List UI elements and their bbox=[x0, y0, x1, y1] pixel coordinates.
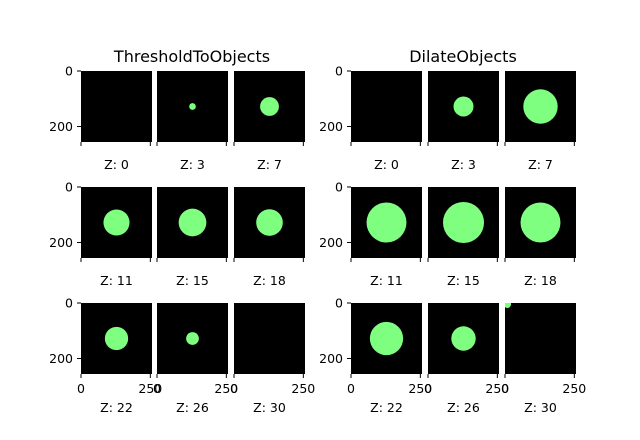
frame-caption: Z: 26 bbox=[176, 400, 209, 415]
y-tick-label: 200 bbox=[49, 119, 73, 134]
x-tick-label: 0 bbox=[347, 381, 355, 396]
y-tick-label: 200 bbox=[319, 119, 343, 134]
image-frame: 0 250 Z: 30 bbox=[230, 303, 315, 415]
y-tick-label: 200 bbox=[319, 235, 343, 250]
frame-caption: Z: 3 bbox=[451, 157, 476, 172]
x-tick-label: 0 bbox=[501, 381, 509, 396]
y-tick-label: 0 bbox=[65, 296, 73, 311]
object-blob bbox=[453, 96, 474, 117]
object-layer bbox=[260, 97, 279, 116]
object-blob bbox=[523, 89, 558, 124]
object-blob bbox=[104, 326, 129, 351]
frame-caption: Z: 15 bbox=[176, 273, 209, 288]
image-frame: 0 200 Z: 11 bbox=[49, 180, 152, 288]
panel-title-dilate: DilateObjects bbox=[409, 47, 517, 66]
object-layer bbox=[451, 326, 476, 351]
frame-caption: Z: 18 bbox=[253, 273, 286, 288]
image-frame: Z: 3 bbox=[156, 71, 228, 172]
y-tick-label: 0 bbox=[65, 64, 73, 79]
object-blob bbox=[260, 97, 279, 116]
x-tick-label: 0 bbox=[230, 381, 238, 396]
image-background bbox=[81, 71, 152, 142]
y-tick-label: 0 bbox=[335, 64, 343, 79]
y-tick-label: 200 bbox=[49, 235, 73, 250]
image-frame: Z: 3 bbox=[427, 71, 499, 172]
frame-caption: Z: 15 bbox=[447, 273, 480, 288]
frame-caption: Z: 22 bbox=[100, 400, 133, 415]
frame-caption: Z: 7 bbox=[528, 157, 553, 172]
image-frame: 0 250 Z: 30 bbox=[501, 303, 586, 415]
x-tick-label: 250 bbox=[562, 381, 586, 396]
image-frame: 0 200 Z: 0 bbox=[319, 64, 422, 172]
object-layer bbox=[442, 201, 485, 244]
frame-caption: Z: 11 bbox=[370, 273, 403, 288]
x-tick-label: 0 bbox=[77, 381, 85, 396]
y-tick-label: 0 bbox=[335, 180, 343, 195]
frame-caption: Z: 30 bbox=[524, 400, 557, 415]
frame-caption: Z: 18 bbox=[524, 273, 557, 288]
object-layer bbox=[369, 321, 404, 356]
object-blob bbox=[178, 208, 207, 237]
object-layer bbox=[505, 303, 512, 308]
y-tick-label: 0 bbox=[65, 180, 73, 195]
x-tick-label: 250 bbox=[408, 381, 432, 396]
image-frame: 0 200 Z: 0 bbox=[49, 64, 152, 172]
frame-caption: Z: 7 bbox=[257, 157, 282, 172]
x-tick-label: 250 bbox=[291, 381, 315, 396]
object-blob bbox=[369, 321, 404, 356]
object-layer bbox=[189, 103, 196, 110]
object-blob bbox=[103, 209, 130, 236]
panel-title-threshold: ThresholdToObjects bbox=[113, 47, 270, 66]
object-layer bbox=[523, 89, 558, 124]
y-tick-label: 0 bbox=[335, 296, 343, 311]
object-layer bbox=[186, 332, 199, 345]
object-blob bbox=[189, 103, 196, 110]
object-blob bbox=[520, 202, 561, 243]
frame-caption: Z: 26 bbox=[447, 400, 480, 415]
frame-caption: Z: 3 bbox=[180, 157, 205, 172]
object-layer bbox=[178, 208, 207, 237]
frame-caption: Z: 30 bbox=[253, 400, 286, 415]
image-frame: Z: 18 bbox=[504, 187, 576, 288]
x-tick-label: 250 bbox=[138, 381, 162, 396]
x-tick-label: 0 bbox=[424, 381, 432, 396]
image-frame: Z: 7 bbox=[233, 71, 305, 172]
y-tick-label: 200 bbox=[49, 351, 73, 366]
object-layer bbox=[256, 209, 283, 236]
object-blob bbox=[366, 202, 407, 243]
image-frame: Z: 15 bbox=[427, 187, 499, 288]
image-frame: Z: 18 bbox=[233, 187, 305, 288]
object-layer bbox=[366, 202, 407, 243]
image-frame: 0 200 Z: 11 bbox=[319, 180, 422, 288]
object-blob bbox=[451, 326, 476, 351]
object-blob bbox=[442, 201, 485, 244]
object-layer bbox=[520, 202, 561, 243]
frame-caption: Z: 11 bbox=[100, 273, 133, 288]
image-background bbox=[351, 71, 422, 142]
frame-caption: Z: 0 bbox=[104, 157, 129, 172]
frame-caption: Z: 0 bbox=[374, 157, 399, 172]
frame-caption: Z: 22 bbox=[370, 400, 403, 415]
y-tick-label: 200 bbox=[319, 351, 343, 366]
image-frame: Z: 15 bbox=[156, 187, 228, 288]
object-layer bbox=[103, 209, 130, 236]
x-tick-label: 250 bbox=[214, 381, 238, 396]
object-layer bbox=[104, 326, 129, 351]
image-background bbox=[505, 303, 576, 374]
x-tick-label: 0 bbox=[153, 381, 161, 396]
image-background bbox=[234, 303, 305, 374]
object-blob bbox=[256, 209, 283, 236]
x-tick-label: 250 bbox=[485, 381, 509, 396]
object-layer bbox=[453, 96, 474, 117]
image-frame: Z: 7 bbox=[504, 71, 576, 172]
object-blob bbox=[186, 332, 199, 345]
object-blob bbox=[505, 303, 512, 308]
